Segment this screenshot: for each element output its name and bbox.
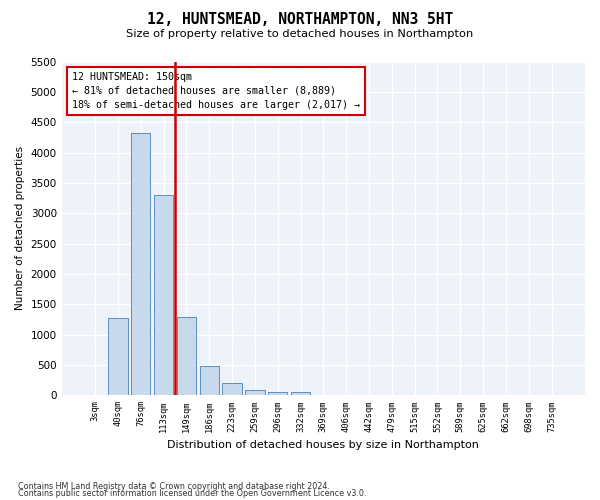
Text: 12 HUNTSMEAD: 150sqm
← 81% of detached houses are smaller (8,889)
18% of semi-de: 12 HUNTSMEAD: 150sqm ← 81% of detached h… — [72, 72, 360, 110]
Y-axis label: Number of detached properties: Number of detached properties — [15, 146, 25, 310]
Text: 12, HUNTSMEAD, NORTHAMPTON, NN3 5HT: 12, HUNTSMEAD, NORTHAMPTON, NN3 5HT — [147, 12, 453, 28]
Text: Contains HM Land Registry data © Crown copyright and database right 2024.: Contains HM Land Registry data © Crown c… — [18, 482, 330, 491]
Bar — [177, 317, 196, 396]
Bar — [245, 390, 265, 396]
Text: Size of property relative to detached houses in Northampton: Size of property relative to detached ho… — [127, 29, 473, 39]
Text: Contains public sector information licensed under the Open Government Licence v3: Contains public sector information licen… — [18, 489, 367, 498]
Bar — [108, 318, 128, 396]
Bar — [131, 132, 151, 396]
Bar — [223, 382, 242, 396]
Bar — [268, 392, 287, 396]
Bar — [291, 392, 310, 396]
X-axis label: Distribution of detached houses by size in Northampton: Distribution of detached houses by size … — [167, 440, 479, 450]
Bar — [200, 366, 219, 396]
Bar — [154, 195, 173, 396]
